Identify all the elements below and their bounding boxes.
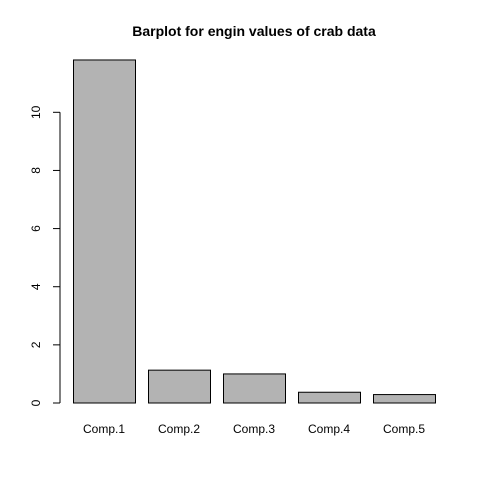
x-tick-label: Comp.3 [233, 422, 275, 436]
y-tick-label: 6 [29, 225, 43, 232]
y-tick-label: 4 [29, 283, 43, 290]
bar-comp-3 [223, 373, 286, 404]
y-tick-label: 10 [29, 105, 43, 119]
bar-comp-5 [373, 394, 436, 404]
y-tick-label: 0 [29, 399, 43, 406]
bars-layer [73, 59, 436, 404]
x-axis-labels: Comp.1 Comp.2 Comp.3 Comp.4 Comp.5 [83, 422, 425, 436]
x-tick-label: Comp.4 [308, 422, 350, 436]
x-tick-label: Comp.2 [158, 422, 200, 436]
y-axis: 0 2 4 6 8 10 [29, 105, 61, 406]
bar-comp-2 [148, 369, 211, 404]
y-tick-label: 8 [29, 167, 43, 174]
bar-comp-1 [73, 59, 136, 404]
x-tick-label: Comp.5 [383, 422, 425, 436]
bar-comp-4 [298, 391, 361, 404]
chart-title: Barplot for engin values of crab data [132, 23, 376, 39]
y-tick-label: 2 [29, 341, 43, 348]
x-tick-label: Comp.1 [83, 422, 125, 436]
